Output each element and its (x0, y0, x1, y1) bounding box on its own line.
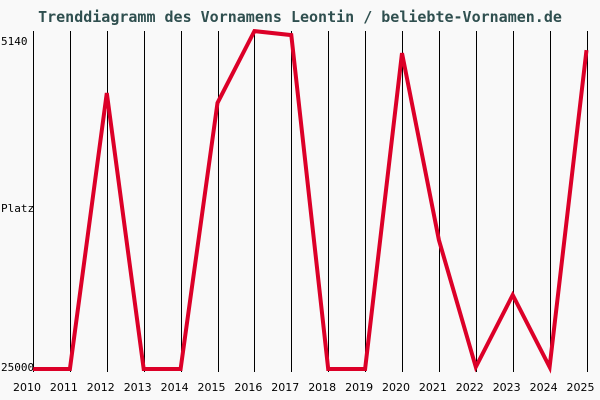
x-tick-label: 2025 (566, 381, 595, 394)
x-tick-label: 2016 (234, 381, 263, 394)
x-tick-label: 2010 (13, 381, 41, 394)
series-line (33, 28, 589, 374)
x-tick-label: 2020 (382, 381, 410, 394)
x-tick-label: 2011 (49, 381, 78, 394)
x-tick-label: 2024 (529, 381, 558, 394)
x-tick-label: 2017 (271, 381, 300, 394)
y-tick-top: 5140 (1, 35, 28, 48)
x-tick-label: 2023 (492, 381, 521, 394)
x-tick-label: 2014 (160, 381, 189, 394)
x-tick-label: 2021 (418, 381, 447, 394)
x-tick-label: 2018 (308, 381, 337, 394)
chart-title: Trenddiagramm des Vornamens Leontin / be… (38, 8, 562, 26)
y-tick-bottom: 25000 (1, 361, 35, 374)
x-tick-label: 2013 (123, 381, 152, 394)
x-tick-label: 2019 (345, 381, 374, 394)
x-tick-label: 2012 (86, 381, 115, 394)
y-axis-label: Platz (1, 202, 35, 215)
x-tick-label: 2015 (197, 381, 226, 394)
x-tick-label: 2022 (455, 381, 484, 394)
